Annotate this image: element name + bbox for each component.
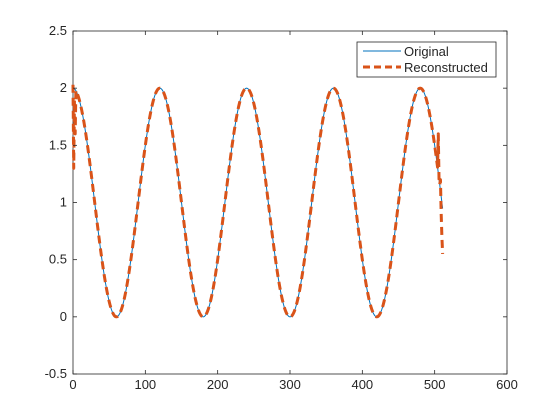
series-layer [71, 84, 445, 319]
x-tick-label: 0 [69, 377, 76, 392]
x-tick-label: 600 [496, 377, 518, 392]
x-tick-label: 500 [424, 377, 446, 392]
y-tick-label: 0.5 [49, 252, 67, 267]
x-tick-label: 200 [207, 377, 229, 392]
x-tick-label: 100 [134, 377, 156, 392]
y-tick-label: -0.5 [45, 366, 67, 381]
y-tick-label: 2 [60, 80, 67, 95]
x-tick-label: 400 [351, 377, 373, 392]
x-tick-label: 300 [279, 377, 301, 392]
y-tick-label: 2.5 [49, 23, 67, 38]
series-line-reconstructed [71, 84, 445, 319]
legend-label-original: Original [404, 44, 449, 59]
legend-label-reconstructed: Reconstructed [404, 60, 488, 75]
y-tick-label: 1 [60, 195, 67, 210]
y-tick-label: 0 [60, 309, 67, 324]
legend-box [356, 41, 497, 78]
y-tick-label: 1.5 [49, 137, 67, 152]
legend: Original Reconstructed [356, 41, 497, 78]
axis-layer: 0 100 200 300 400 500 600-0.500.511.522.5 [45, 23, 518, 392]
